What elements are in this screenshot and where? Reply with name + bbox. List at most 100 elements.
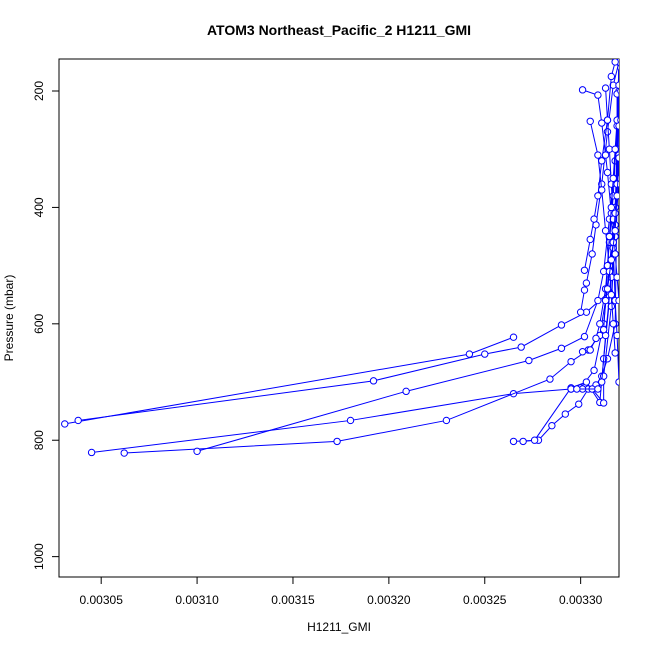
series-line — [78, 163, 619, 421]
data-point — [601, 296, 610, 305]
data-point — [525, 356, 533, 365]
data-point — [402, 387, 410, 396]
data-point — [580, 286, 589, 294]
x-tick-label: 0.00330 — [559, 593, 603, 607]
data-point — [598, 378, 606, 386]
data-point — [607, 256, 616, 264]
data-point — [193, 447, 201, 455]
data-point — [603, 168, 612, 177]
data-point — [567, 357, 575, 366]
data-point — [586, 235, 594, 244]
data-point — [548, 421, 556, 430]
data-point — [613, 273, 619, 281]
data-point — [613, 192, 619, 200]
x-axis: 0.00305 0.00310 0.00315 0.00320 0.00325 0.003… — [79, 577, 603, 607]
data-point — [601, 151, 610, 159]
data-point — [611, 209, 619, 217]
data-point — [594, 192, 602, 200]
data-point — [576, 308, 585, 316]
data-point — [509, 333, 518, 341]
series-line — [606, 148, 619, 289]
data-point — [557, 321, 566, 329]
chart-title: ATOM3 Northeast_Pacific_2 H1211_GMI — [207, 22, 471, 38]
series-line — [64, 336, 514, 425]
data-point — [615, 296, 619, 305]
data-point — [87, 448, 96, 457]
y-tick-label: 1000 — [32, 543, 46, 570]
data-point — [120, 449, 128, 457]
data-point — [546, 375, 554, 383]
series-18 — [603, 64, 619, 293]
data-point — [598, 157, 606, 165]
data-point — [561, 410, 569, 418]
data-point — [599, 399, 608, 407]
data-point — [596, 320, 604, 328]
series-2 — [74, 59, 619, 425]
data-point — [582, 378, 591, 386]
data-point — [573, 385, 581, 393]
data-point — [594, 91, 602, 99]
y-tick-label: 800 — [32, 430, 46, 450]
data-point — [611, 59, 619, 66]
data-point — [615, 81, 619, 89]
data-point — [586, 346, 594, 354]
series-14 — [586, 117, 619, 357]
data-point — [607, 72, 616, 81]
data-point — [598, 186, 606, 194]
data-point — [603, 285, 612, 293]
x-axis-label: H1211_GMI — [307, 620, 371, 634]
data-point — [481, 350, 489, 358]
y-tick-label: 200 — [32, 81, 46, 101]
data-point — [582, 279, 591, 287]
data-point — [615, 154, 619, 162]
data-point — [607, 203, 616, 212]
data-point — [586, 117, 594, 125]
data-point — [611, 250, 619, 258]
series-1 — [61, 333, 518, 428]
data-point — [465, 350, 474, 358]
data-point — [578, 86, 587, 94]
y-tick-label: 400 — [32, 197, 46, 217]
data-point — [530, 436, 539, 444]
data-point — [346, 416, 355, 425]
data-point — [369, 377, 378, 385]
data-point — [611, 145, 619, 153]
series-3 — [87, 59, 619, 457]
data-point — [594, 296, 602, 305]
data-point — [575, 400, 583, 408]
data-point — [580, 332, 589, 341]
data-point — [598, 119, 606, 127]
data-point — [611, 227, 619, 235]
data-point — [519, 437, 527, 446]
data-point — [592, 334, 600, 343]
data-point — [590, 215, 598, 223]
data-point — [611, 349, 619, 357]
data-point — [617, 116, 619, 124]
x-tick-label: 0.00315 — [271, 593, 315, 607]
data-point — [578, 348, 587, 356]
data-point — [74, 416, 82, 425]
x-tick-label: 0.00310 — [175, 593, 219, 607]
data-point — [615, 378, 619, 386]
data-point — [61, 420, 69, 428]
data-point — [517, 343, 525, 351]
x-tick-label: 0.00325 — [463, 593, 507, 607]
y-tick-label: 600 — [32, 313, 46, 333]
plot-frame — [58, 58, 620, 578]
x-tick-label: 0.00305 — [79, 593, 123, 607]
data-point — [442, 416, 451, 425]
data-point — [590, 366, 598, 375]
data-point — [580, 266, 589, 274]
data-point — [605, 232, 614, 241]
data-point — [599, 325, 608, 334]
data-point — [607, 291, 616, 299]
data-point — [615, 122, 619, 130]
data-point — [594, 151, 602, 159]
series-line — [589, 121, 616, 353]
data-point — [333, 437, 341, 446]
series-layer — [61, 59, 619, 457]
series-line — [605, 88, 619, 301]
data-point — [609, 174, 617, 183]
data-point — [557, 344, 566, 352]
data-point — [603, 116, 612, 124]
